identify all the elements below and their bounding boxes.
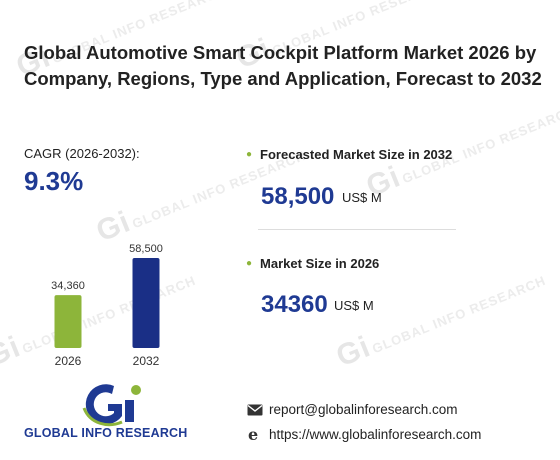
- contact-email[interactable]: report@globalinforesearch.com: [247, 402, 458, 417]
- bar-2032: [132, 258, 160, 348]
- current-label: ● Market Size in 2026: [246, 256, 379, 271]
- current-label-text: Market Size in 2026: [260, 256, 380, 271]
- cagr-label: CAGR (2026-2032):: [24, 146, 140, 161]
- current-value: 34360: [261, 291, 328, 318]
- web-icon: e: [248, 426, 258, 442]
- svg-text:e: e: [248, 426, 258, 442]
- brand-logo: [82, 384, 141, 427]
- contact-email-text: report@globalinforesearch.com: [269, 402, 458, 417]
- cagr-value: 9.3%: [24, 166, 84, 196]
- page-title: Global Automotive Smart Cockpit Platform…: [24, 42, 542, 89]
- bar-2026: [54, 295, 82, 348]
- contact-website[interactable]: e https://www.globalinforesearch.com: [247, 426, 481, 442]
- category-label: 2026: [55, 354, 82, 368]
- current-unit: US$ M: [334, 298, 374, 313]
- category-label: 2032: [133, 354, 160, 368]
- bar-value-label: 34,360: [51, 280, 85, 292]
- mail-icon: [247, 404, 263, 415]
- forecast-label-text: Forecasted Market Size in 2032: [260, 147, 453, 162]
- forecast-unit: US$ M: [342, 190, 382, 205]
- bullet-icon: ●: [246, 258, 253, 269]
- forecast-label: ● Forecasted Market Size in 2032: [246, 147, 452, 162]
- bar-value-label: 58,500: [129, 243, 163, 255]
- brand-name: GLOBAL INFO RESEARCH: [24, 426, 188, 440]
- divider: [258, 229, 456, 230]
- forecast-value: 58,500: [261, 183, 335, 210]
- bar-chart: 34,360 2026 58,500 2032: [51, 243, 163, 368]
- watermark: GiGLOBAL INFO RESEARCH: [331, 272, 548, 374]
- bullet-icon: ●: [246, 149, 253, 160]
- contact-website-text: https://www.globalinforesearch.com: [269, 426, 482, 442]
